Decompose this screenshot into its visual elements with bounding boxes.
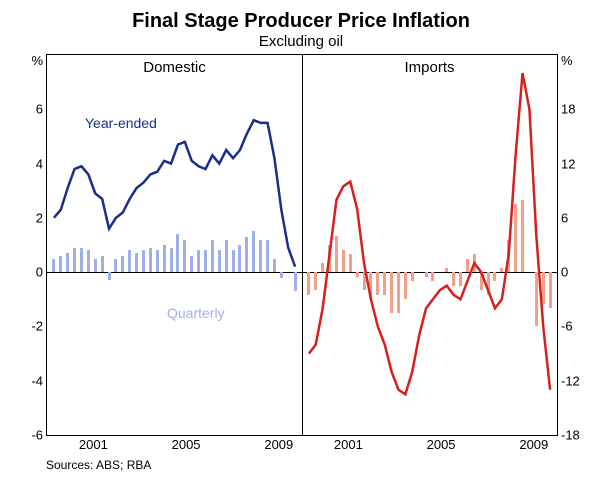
chart-title: Final Stage Producer Price Inflation: [10, 10, 592, 33]
chart-subtitle: Excluding oil: [10, 33, 592, 50]
y-tick-right: 0: [557, 265, 568, 280]
quarterly-label: Quarterly: [167, 305, 225, 321]
year-ended-line: [47, 55, 302, 435]
sources-text: Sources: ABS; RBA: [46, 458, 592, 472]
x-tick: 2001: [334, 435, 363, 452]
y-tick-left: -4: [31, 373, 47, 388]
x-tick: 2005: [427, 435, 456, 452]
y-tick-left: 0: [36, 265, 47, 280]
panel-domestic: DomesticYear-endedQuarterly: [47, 55, 303, 435]
x-tick: 2005: [172, 435, 201, 452]
y-tick-right: -6: [557, 319, 573, 334]
plot-area: % % -6-4-20246-18-12-6061218200120052009…: [46, 54, 558, 436]
y-unit-left: %: [31, 53, 47, 68]
y-tick-right: 18: [557, 102, 575, 117]
y-tick-right: 12: [557, 156, 575, 171]
y-tick-right: 6: [557, 210, 568, 225]
chart-container: Final Stage Producer Price Inflation Exc…: [10, 10, 592, 491]
y-tick-left: 6: [36, 102, 47, 117]
x-tick: 2009: [519, 435, 548, 452]
y-tick-right: -12: [557, 373, 580, 388]
y-tick-left: -6: [31, 428, 47, 443]
year-ended-line: [302, 55, 557, 435]
x-tick: 2009: [264, 435, 293, 452]
y-tick-left: 2: [36, 210, 47, 225]
y-tick-left: 4: [36, 156, 47, 171]
y-unit-right: %: [557, 53, 573, 68]
panel-imports: Imports: [302, 55, 557, 435]
y-tick-right: -18: [557, 428, 580, 443]
year-ended-label: Year-ended: [85, 115, 157, 131]
x-tick: 2001: [79, 435, 108, 452]
y-tick-left: -2: [31, 319, 47, 334]
